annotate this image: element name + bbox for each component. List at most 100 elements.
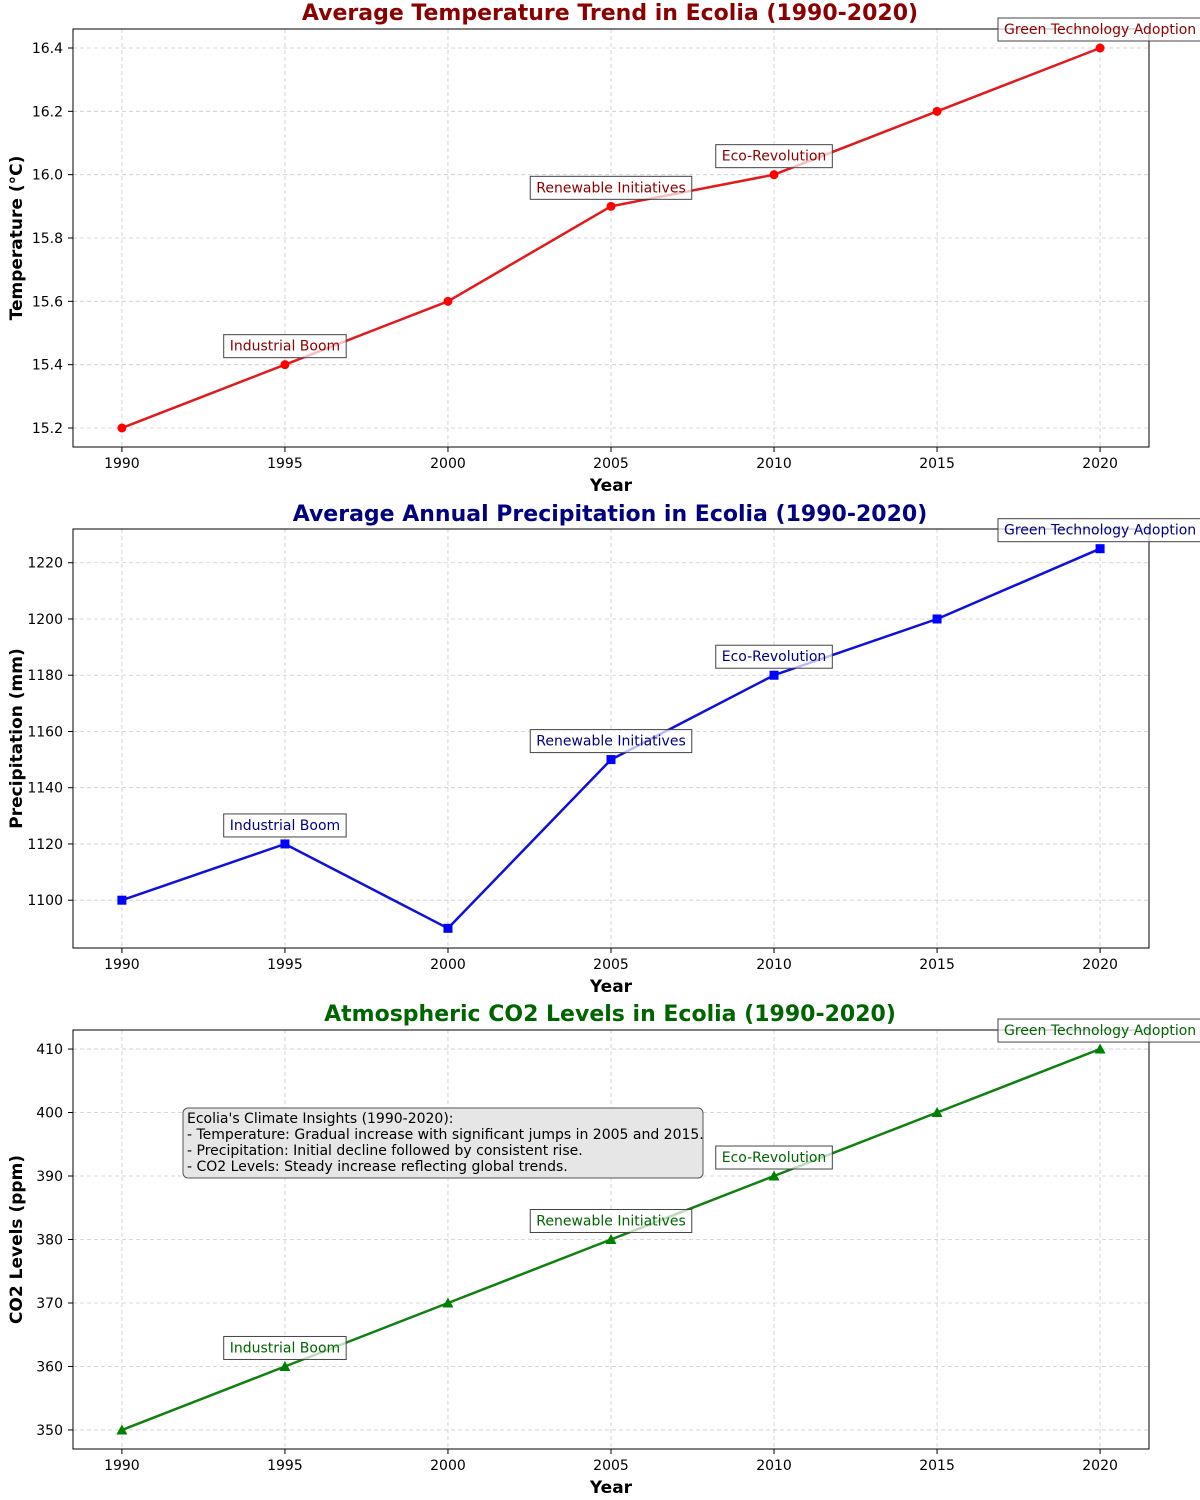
insight-line: - Precipitation: Initial decline followe… <box>187 1143 583 1159</box>
x-tick-label: 2005 <box>593 957 629 973</box>
data-point <box>279 1360 291 1371</box>
x-axis-label: Year <box>589 1478 633 1498</box>
data-point <box>605 1234 617 1244</box>
data-point <box>443 923 453 933</box>
y-axis-label: Precipitation (mm) <box>7 648 27 829</box>
annotation-box <box>529 1209 693 1233</box>
x-tick-label: 2010 <box>756 957 792 973</box>
x-tick-label: 2015 <box>919 957 955 973</box>
y-tick-label: 1120 <box>27 837 63 853</box>
chart-title: Average Annual Precipitation in Ecolia (… <box>293 502 928 527</box>
x-tick-label: 2000 <box>430 1458 466 1474</box>
data-point <box>1094 1043 1106 1054</box>
y-tick-label: 15.6 <box>32 294 63 310</box>
x-tick-label: 2020 <box>1082 1458 1118 1474</box>
x-tick-label: 2015 <box>919 1458 955 1474</box>
annotation-label: Industrial Boom <box>230 818 340 834</box>
x-tick-label: 2015 <box>919 456 955 472</box>
y-tick-label: 15.4 <box>32 358 63 374</box>
y-tick-label: 15.2 <box>32 421 63 437</box>
annotation-box <box>529 175 693 200</box>
x-tick-label: 1995 <box>267 1458 303 1474</box>
y-tick-label: 400 <box>36 1106 63 1122</box>
y-tick-label: 16.2 <box>32 104 63 120</box>
annotation: Industrial Boom <box>223 1335 347 1360</box>
data-point <box>931 1107 943 1118</box>
chart-3: 1990 1995 2000 2005 2010 2015 2020 350 360 370 380… <box>7 1002 1200 1498</box>
data-point <box>280 839 290 849</box>
x-tick-label: 1990 <box>104 957 140 973</box>
annotation-label: Green Technology Adoption <box>1004 1023 1196 1039</box>
y-tick-label: 1180 <box>27 668 63 684</box>
y-axis-label: Temperature (°C) <box>7 156 27 321</box>
x-tick-label: 2020 <box>1082 957 1118 973</box>
x-tick-label: 1995 <box>267 957 303 973</box>
x-axis-label: Year <box>589 476 633 496</box>
data-point <box>606 201 616 211</box>
data-point <box>769 670 779 680</box>
data-point <box>768 1170 780 1181</box>
annotation-box <box>997 1018 1200 1043</box>
y-tick-label: 410 <box>36 1042 63 1058</box>
annotation: Green Technology Adoption <box>997 518 1200 543</box>
annotation: Eco-Revolution <box>715 144 833 169</box>
annotation-label: Renewable Initiatives <box>536 734 686 750</box>
y-tick-label: 370 <box>36 1296 63 1312</box>
annotation-box <box>223 334 347 359</box>
annotation-box <box>997 518 1200 543</box>
x-tick-label: 2020 <box>1082 456 1118 472</box>
y-tick-label: 16.4 <box>32 41 63 57</box>
data-point <box>1095 544 1105 554</box>
annotation-box <box>715 644 833 669</box>
data-point <box>443 296 453 306</box>
annotation-box <box>715 1145 833 1170</box>
data-point <box>117 423 127 433</box>
annotation-label: Green Technology Adoption <box>1004 22 1196 38</box>
annotation-box <box>529 729 693 754</box>
annotation-box <box>997 17 1200 42</box>
annotation-box <box>715 144 833 169</box>
annotation-box <box>223 1335 347 1360</box>
chart-title: Average Temperature Trend in Ecolia (199… <box>302 1 918 26</box>
annotation-box <box>223 813 347 838</box>
insight-box: Ecolia's Climate Insights (1990-2020):- … <box>182 1107 704 1179</box>
x-tick-label: 1990 <box>104 456 140 472</box>
data-point <box>280 360 290 370</box>
annotation-label: Eco-Revolution <box>722 649 827 665</box>
annotation-label: Renewable Initiatives <box>536 1214 686 1230</box>
y-tick-label: 16.0 <box>32 168 63 184</box>
data-point <box>932 614 942 624</box>
x-tick-label: 2000 <box>430 957 466 973</box>
insight-line: Ecolia's Climate Insights (1990-2020): <box>187 1111 454 1127</box>
data-point <box>1095 43 1105 53</box>
data-point <box>442 1297 454 1308</box>
annotation: Renewable Initiatives <box>529 175 693 200</box>
y-tick-label: 360 <box>36 1359 63 1375</box>
x-tick-label: 1990 <box>104 1458 140 1474</box>
y-tick-label: 15.8 <box>32 231 63 247</box>
chart-1: 1990 1995 2000 2005 2010 2015 2020 15.2 15.4 15.6… <box>7 1 1200 496</box>
x-axis-label: Year <box>589 977 633 997</box>
annotation: Green Technology Adoption <box>997 17 1200 42</box>
x-tick-label: 2000 <box>430 456 466 472</box>
y-tick-label: 1160 <box>27 724 63 740</box>
x-tick-label: 2010 <box>756 456 792 472</box>
annotation-label: Industrial Boom <box>230 339 340 355</box>
y-tick-label: 350 <box>36 1423 63 1439</box>
data-point <box>606 755 616 765</box>
annotation: Renewable Initiatives <box>529 1209 693 1233</box>
annotation: Renewable Initiatives <box>529 729 693 754</box>
annotation-label: Eco-Revolution <box>722 149 827 165</box>
x-tick-label: 2005 <box>593 456 629 472</box>
annotation-label: Green Technology Adoption <box>1004 523 1196 539</box>
insight-line: - Temperature: Gradual increase with sig… <box>187 1127 704 1143</box>
annotation-label: Eco-Revolution <box>722 1150 827 1166</box>
y-tick-label: 1200 <box>27 612 63 628</box>
annotation: Industrial Boom <box>223 813 347 838</box>
data-point <box>116 1424 128 1435</box>
annotation-label: Industrial Boom <box>230 1340 340 1356</box>
y-tick-label: 1100 <box>27 893 63 909</box>
annotation: Industrial Boom <box>223 334 347 359</box>
y-axis-label: CO2 Levels (ppm) <box>7 1155 27 1324</box>
data-point <box>769 170 779 180</box>
